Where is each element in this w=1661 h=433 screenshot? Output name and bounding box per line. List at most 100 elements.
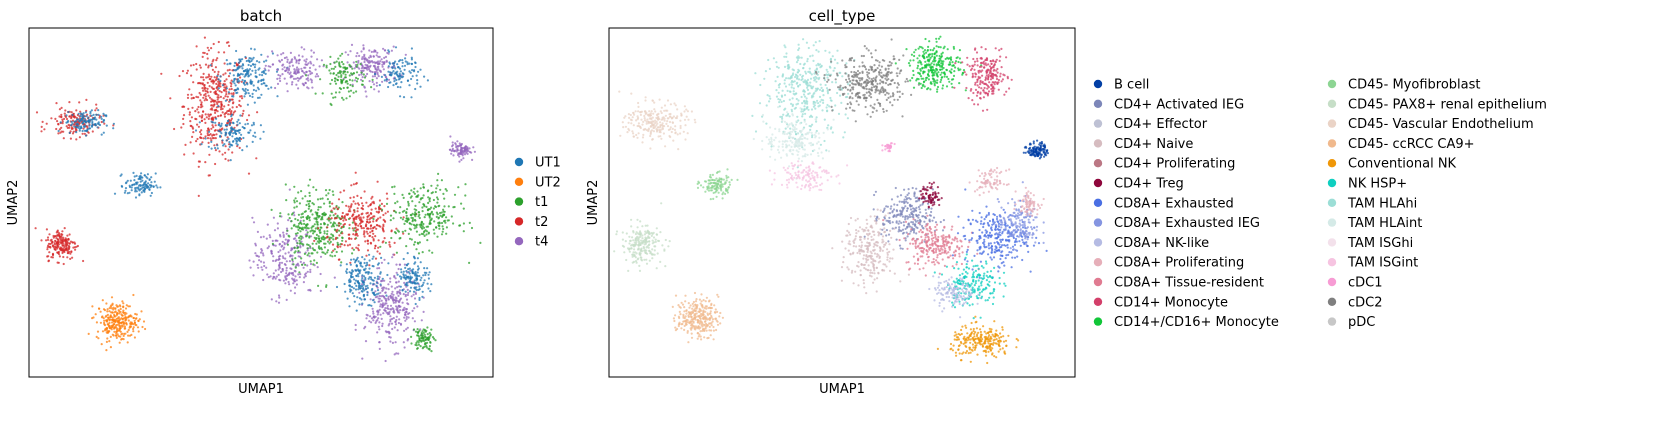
data-point [75,126,78,129]
data-point [451,141,454,144]
data-point [230,92,233,95]
data-point [386,330,389,333]
data-point [394,46,398,49]
data-point [336,79,339,82]
data-point [208,115,211,118]
data-point [206,46,209,49]
data-point [802,38,805,41]
data-point [218,100,221,103]
data-point [87,119,90,122]
data-point [942,47,945,50]
data-point [398,211,401,214]
data-point [277,258,280,261]
data-point [219,135,222,138]
cluster-12 [448,135,476,163]
data-point [201,55,204,59]
data-point [271,239,274,242]
data-point [334,212,337,215]
data-point [430,328,433,331]
data-point [808,67,811,70]
data-point [264,64,267,67]
data-point [215,101,218,104]
data-point [149,194,152,197]
data-point [300,67,303,70]
data-point [53,242,56,245]
data-point [327,192,330,195]
data-point [306,231,309,234]
data-point [248,59,251,63]
data-point [800,95,803,99]
data-point [309,245,312,248]
data-point [869,104,872,107]
data-point [414,61,417,64]
data-point [230,87,233,91]
data-point [873,64,876,67]
data-point [846,88,850,91]
data-point [204,63,208,66]
data-point [275,275,278,278]
data-point [57,251,60,254]
data-point [375,227,378,230]
data-point [363,76,367,79]
data-point [413,243,416,246]
data-point [882,108,885,111]
data-point [246,103,249,106]
data-point [356,210,359,213]
data-point [105,302,108,305]
data-point [45,122,48,125]
data-point [374,290,377,293]
data-point [250,47,253,50]
data-point [808,115,812,118]
data-point [875,85,878,88]
data-point [427,277,430,280]
data-point [359,261,362,264]
data-point [893,57,896,61]
data-point [403,209,406,212]
data-point [184,143,187,146]
data-point [354,288,358,291]
data-point [343,70,346,73]
data-point [290,272,293,275]
data-point [421,330,424,333]
data-point [125,316,128,319]
data-point [375,77,378,80]
data-point [788,115,791,118]
cluster-18 [335,253,390,312]
data-point [354,182,358,185]
data-point [134,190,137,193]
data-point [331,255,334,258]
data-point [372,239,375,242]
data-point [319,272,322,276]
data-point [254,244,257,247]
data-point [360,196,363,199]
data-point [103,309,107,312]
data-point [239,72,243,75]
data-point [415,288,418,292]
data-point [379,291,382,294]
data-point [57,132,60,135]
data-point [214,146,217,150]
data-point [260,79,263,82]
data-point [790,108,793,111]
data-point [423,271,426,274]
data-point [318,65,321,68]
data-point [252,84,255,87]
data-point [357,249,360,252]
data-point [797,150,800,153]
data-point [770,145,773,148]
data-point [369,298,372,301]
data-point [358,67,361,70]
data-point [329,214,332,217]
data-point [366,218,369,221]
data-point [50,256,53,259]
data-point [376,71,379,74]
data-point [336,246,339,249]
data-point [198,91,201,95]
data-point [119,305,122,308]
data-point [368,267,371,270]
data-point [223,115,227,118]
data-point [822,94,825,97]
data-point [197,105,200,109]
data-point [206,76,209,79]
data-point [225,128,228,131]
